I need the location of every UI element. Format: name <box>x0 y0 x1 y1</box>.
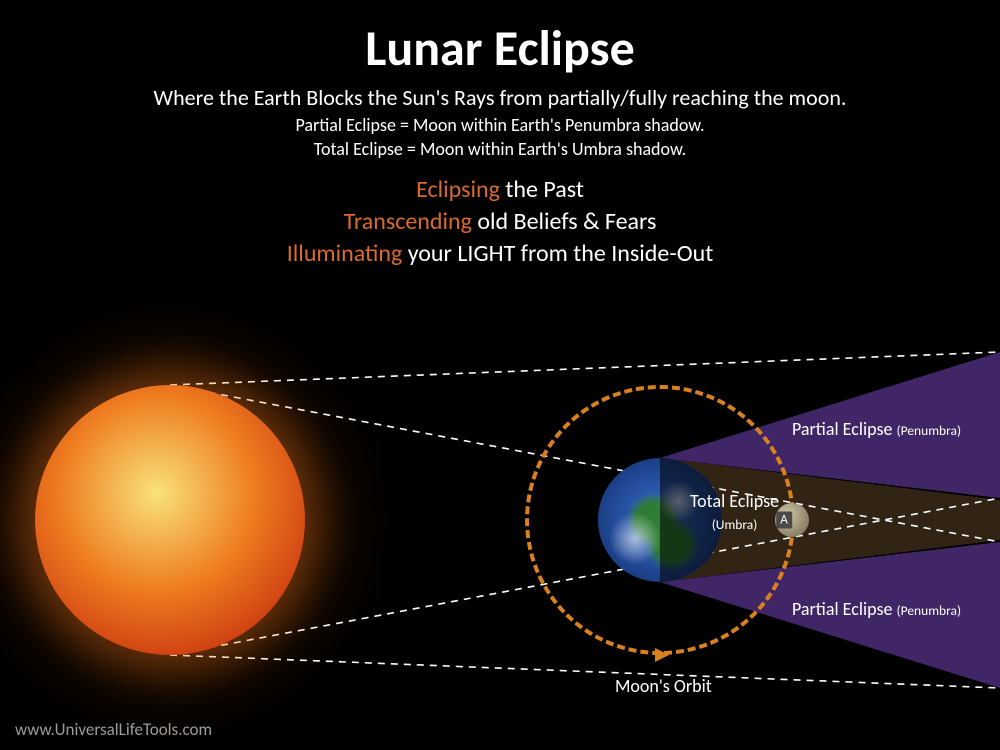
theme-lines: Eclipsing the Past Transcending old Beli… <box>0 174 1000 270</box>
penumbra-label-text: Partial Eclipse <box>792 418 892 440</box>
penumbra-lower-label: Partial Eclipse (Penumbra) <box>792 598 961 620</box>
umbra-label: Total Eclipse (Umbra) <box>690 490 779 534</box>
theme-rest: your LIGHT from the Inside-Out <box>402 239 713 268</box>
theme-rest: old Beliefs & Fears <box>472 207 656 236</box>
definition-partial: Partial Eclipse = Moon within Earth's Pe… <box>0 114 1000 136</box>
orbit-label: Moon's Orbit <box>615 675 712 697</box>
theme-rest: the Past <box>500 175 584 204</box>
theme-line-1: Eclipsing the Past <box>0 174 1000 206</box>
definition-total: Total Eclipse = Moon within Earth's Umbr… <box>0 138 1000 160</box>
ray-line <box>170 352 1000 385</box>
subtitle: Where the Earth Blocks the Sun's Rays fr… <box>0 84 1000 111</box>
theme-accent: Illuminating <box>287 239 403 268</box>
theme-line-2: Transcending old Beliefs & Fears <box>0 206 1000 238</box>
page-title: Lunar Eclipse <box>0 18 1000 79</box>
theme-line-3: Illuminating your LIGHT from the Inside-… <box>0 238 1000 270</box>
penumbra-sublabel: (Penumbra) <box>897 602 962 619</box>
penumbra-label-text: Partial Eclipse <box>792 598 892 620</box>
ray-line <box>170 655 1000 688</box>
penumbra-sublabel: (Penumbra) <box>897 422 962 439</box>
orbit-arrow-icon <box>655 648 669 662</box>
eclipse-diagram: A Total Eclipse (Umbra) Partial Eclipse … <box>0 330 1000 710</box>
penumbra-upper-label: Partial Eclipse (Penumbra) <box>792 418 961 440</box>
sun <box>35 385 305 655</box>
theme-accent: Eclipsing <box>416 175 500 204</box>
umbra-label-text: Total Eclipse <box>690 490 779 512</box>
theme-accent: Transcending <box>344 207 472 236</box>
umbra-sublabel: (Umbra) <box>712 516 758 533</box>
watermark: www.UniversalLifeTools.com <box>15 719 212 740</box>
